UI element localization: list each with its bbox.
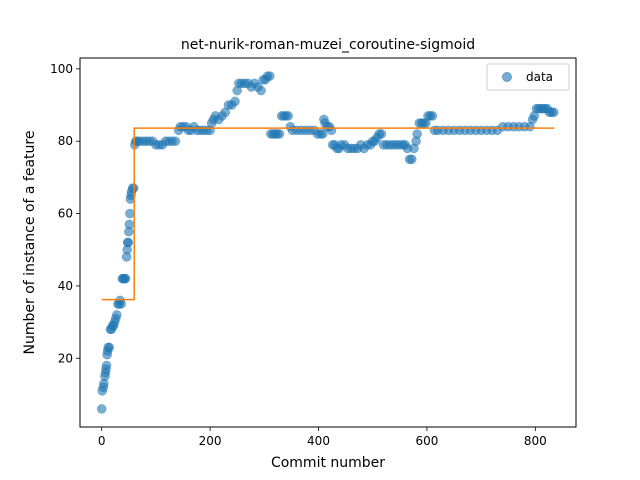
y-tick-label: 60 bbox=[58, 207, 73, 221]
x-tick-label: 400 bbox=[307, 434, 330, 448]
data-point bbox=[171, 137, 180, 146]
legend-marker-data bbox=[503, 73, 512, 82]
data-point bbox=[265, 72, 274, 81]
x-tick-label: 800 bbox=[524, 434, 547, 448]
data-point bbox=[121, 274, 130, 283]
x-tick-label: 600 bbox=[415, 434, 438, 448]
data-point bbox=[327, 126, 336, 135]
chart-title: net-nurik-roman-muzei_coroutine-sigmoid bbox=[181, 37, 475, 53]
y-tick-label: 80 bbox=[58, 134, 73, 148]
data-point bbox=[275, 129, 284, 138]
y-tick-label: 40 bbox=[58, 279, 73, 293]
data-point bbox=[102, 361, 111, 370]
legend-label-data: data bbox=[526, 70, 553, 84]
data-point bbox=[97, 404, 106, 413]
legend: data bbox=[487, 64, 569, 90]
data-point bbox=[549, 108, 558, 117]
data-point bbox=[125, 220, 134, 229]
x-axis-label: Commit number bbox=[271, 455, 385, 471]
y-tick-label: 100 bbox=[50, 62, 73, 76]
data-point bbox=[231, 97, 240, 106]
x-tick-label: 0 bbox=[98, 434, 106, 448]
data-point bbox=[407, 155, 416, 164]
data-point bbox=[112, 310, 121, 319]
data-point bbox=[284, 111, 293, 120]
data-point bbox=[117, 300, 126, 309]
data-point bbox=[413, 129, 422, 138]
data-point bbox=[124, 238, 133, 247]
data-point bbox=[125, 209, 134, 218]
data-point bbox=[428, 111, 437, 120]
y-tick-label: 20 bbox=[58, 351, 73, 365]
x-tick-label: 200 bbox=[199, 434, 222, 448]
data-point bbox=[377, 129, 386, 138]
data-point bbox=[105, 343, 114, 352]
y-axis-label: Number of instance of a feature bbox=[22, 131, 38, 355]
data-point bbox=[257, 86, 266, 95]
